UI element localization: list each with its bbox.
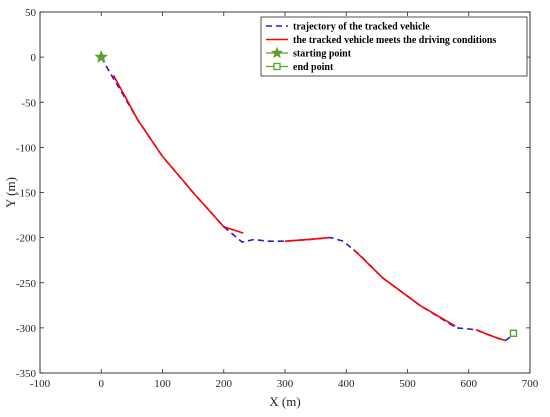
y-tick-label: -50 <box>21 97 36 109</box>
x-tick-label: -100 <box>30 378 51 390</box>
y-tick-label: -250 <box>16 278 37 290</box>
series-driving-conditions-segment <box>284 236 330 242</box>
series-driving-conditions-segment <box>353 248 456 327</box>
x-tick-label: 100 <box>154 378 171 390</box>
legend: trajectory of the tracked vehicle the tra… <box>260 16 528 77</box>
y-tick-label: -200 <box>16 233 37 245</box>
legend-entry-label: trajectory of the tracked vehicle <box>293 22 430 33</box>
y-tick-label: 0 <box>31 52 37 64</box>
x-tick-label: 500 <box>399 378 416 390</box>
legend-entry-label: end point <box>293 62 334 73</box>
end-point-marker <box>509 329 518 337</box>
x-tick-label: 200 <box>216 378 233 390</box>
x-tick-label: 300 <box>277 378 294 390</box>
y-tick-label: -150 <box>16 188 37 200</box>
plot-frame <box>39 11 531 374</box>
legend-swatch-starting-star <box>270 46 284 59</box>
x-tick-label: 600 <box>461 378 478 390</box>
legend-entry-label: the tracked vehicle meets the driving co… <box>293 35 496 46</box>
x-tick-label: 400 <box>338 378 355 390</box>
legend-entry-label: starting point <box>293 49 352 60</box>
y-tick-label: -300 <box>16 323 37 335</box>
starting-point-marker <box>94 50 109 63</box>
y-tick-label: -100 <box>16 142 37 154</box>
x-tick-label: 0 <box>99 378 105 390</box>
y-tick-label: 50 <box>25 7 37 19</box>
y-tick-label: -350 <box>16 368 37 380</box>
y-axis-label: Y (m) <box>3 177 18 208</box>
x-tick-label: 700 <box>522 378 539 390</box>
x-axis-label: X (m) <box>269 394 300 409</box>
legend-box <box>260 16 528 77</box>
legend-swatch-end-square <box>273 62 281 71</box>
series-driving-conditions-segment <box>475 328 506 342</box>
series-driving-conditions-segment <box>112 74 244 234</box>
